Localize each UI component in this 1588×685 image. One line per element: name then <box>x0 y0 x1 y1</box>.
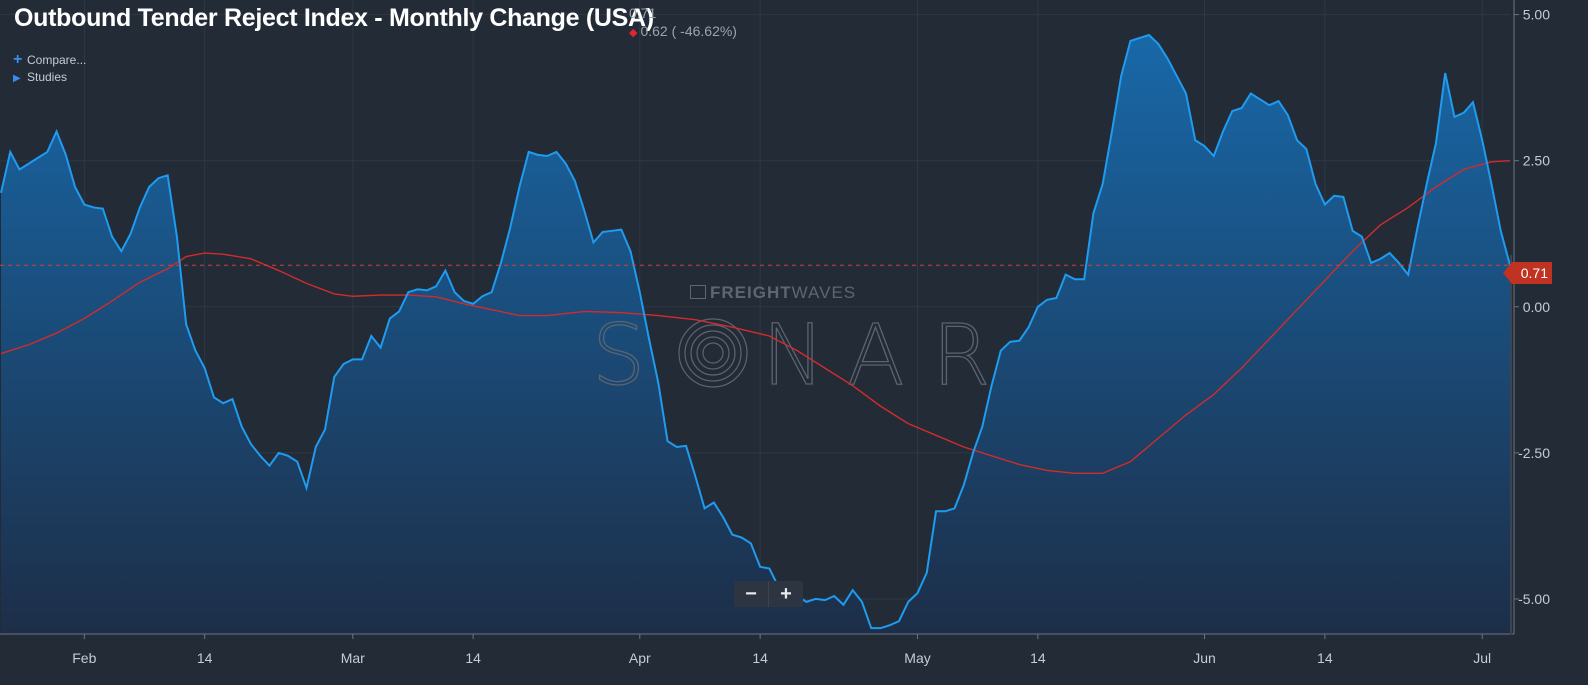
value-change: ◆ 0.62 ( -46.62%) <box>629 23 737 39</box>
freightwaves-logo-icon <box>690 285 706 299</box>
price-area-fill <box>1 35 1510 635</box>
studies-label: Studies <box>27 70 68 84</box>
sonar-ring <box>696 336 730 370</box>
freightwaves-watermark: FREIGHTWAVES <box>690 283 856 303</box>
sonar-ring <box>684 324 742 382</box>
x-tick-label: May <box>904 650 930 666</box>
y-tick-label: 2.50 <box>1523 153 1550 169</box>
x-tick-label: Jul <box>1473 650 1491 666</box>
sonar-letter: S <box>592 306 645 404</box>
x-tick-label: Jun <box>1193 650 1216 666</box>
sonar-letter: R <box>932 306 990 404</box>
zoom-in-button[interactable]: + <box>768 581 803 607</box>
zoom-controls: − + <box>734 581 803 607</box>
sonar-letter: N <box>762 306 825 404</box>
x-tick-label: 14 <box>1030 650 1046 666</box>
sonar-ring <box>702 342 724 364</box>
x-axis: Feb 14 Mar 14 Apr 14 May 14 Jun 14 Jul <box>72 634 1491 666</box>
x-tick-label: 14 <box>1317 650 1333 666</box>
sonar-letter: A <box>847 306 904 404</box>
x-tick-label: Feb <box>72 650 96 666</box>
y-tick-label: -5.00 <box>1518 591 1550 607</box>
x-tick-label: 14 <box>752 650 768 666</box>
sonar-ring <box>690 330 736 376</box>
sonar-ring <box>678 318 748 388</box>
value-change-text: 0.62 ( -46.62%) <box>640 23 737 39</box>
plus-icon: + <box>13 51 23 68</box>
play-icon: ▶ <box>13 73 21 84</box>
price-line <box>0 33 1511 630</box>
moving-average-line <box>0 159 1511 475</box>
down-arrow-icon: ◆ <box>629 27 638 39</box>
y-axis: 5.00 2.50 0.00 -2.50 -5.00 <box>1514 7 1550 607</box>
y-tick-label: 5.00 <box>1523 7 1550 23</box>
chart-title: Outbound Tender Reject Index - Monthly C… <box>14 4 654 32</box>
x-tick-label: Mar <box>341 650 365 666</box>
compare-menu[interactable]: + Compare... <box>13 51 86 69</box>
y-tick-label: -2.50 <box>1518 445 1550 461</box>
scroll-indicator <box>1510 255 1512 635</box>
x-tick-label: Apr <box>629 650 651 666</box>
zoom-out-button[interactable]: − <box>745 583 757 605</box>
x-tick-label: 14 <box>465 650 481 666</box>
last-value-label: 0.71 <box>1503 262 1552 284</box>
y-tick-label: 0.00 <box>1523 299 1550 315</box>
last-value: 0.71 <box>629 5 657 21</box>
x-tick-label: 14 <box>197 650 213 666</box>
axes <box>0 0 1515 635</box>
studies-menu[interactable]: ▶ Studies <box>13 70 67 84</box>
compare-label: Compare... <box>27 53 87 67</box>
